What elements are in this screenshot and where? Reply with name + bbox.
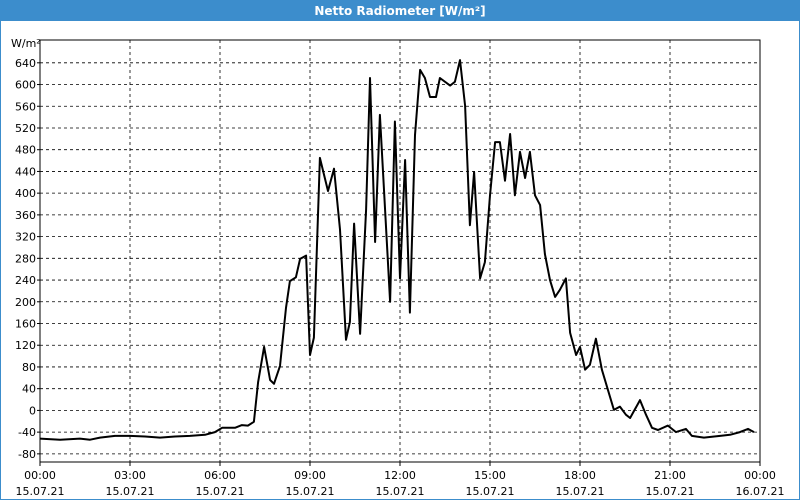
- x-tick-date: 15.07.21: [466, 485, 515, 498]
- y-tick-label: 40: [22, 383, 36, 396]
- x-tick-label: 00:00: [744, 469, 776, 482]
- title-bar: Netto Radiometer [W/m²]: [1, 1, 799, 21]
- y-tick-label: -80: [18, 448, 36, 461]
- x-tick-date: 15.07.21: [286, 485, 335, 498]
- x-tick-date: 15.07.21: [646, 485, 695, 498]
- y-tick-label: 0: [29, 404, 36, 417]
- x-tick-date: 15.07.21: [16, 485, 65, 498]
- y-tick-label: 440: [15, 165, 36, 178]
- x-tick-label: 09:00: [294, 469, 326, 482]
- y-tick-label: 360: [15, 209, 36, 222]
- x-tick-date: 15.07.21: [196, 485, 245, 498]
- y-tick-label: 80: [22, 361, 36, 374]
- x-tick-date: 15.07.21: [376, 485, 425, 498]
- y-tick-label: 560: [15, 100, 36, 113]
- y-tick-label: 320: [15, 231, 36, 244]
- x-tick-date: 15.07.21: [556, 485, 605, 498]
- x-tick-label: 18:00: [564, 469, 596, 482]
- y-tick-label: 480: [15, 144, 36, 157]
- y-tick-label: 280: [15, 252, 36, 265]
- data-line: [39, 59, 755, 441]
- y-tick-label: 240: [15, 274, 36, 287]
- y-tick-label: 160: [15, 318, 36, 331]
- y-tick-label: 200: [15, 296, 36, 309]
- x-tick-label: 12:00: [384, 469, 416, 482]
- chart: W/m² -80 -40 0 40 80 120 160 200 240 280 320 360 400…: [11, 37, 785, 498]
- x-tick-label: 03:00: [114, 469, 146, 482]
- y-tick-label: 600: [15, 79, 36, 92]
- y-axis-label: W/m²: [11, 37, 41, 50]
- x-tick-date: 15.07.21: [106, 485, 155, 498]
- y-tick-label: -40: [18, 426, 36, 439]
- y-tick-label: 120: [15, 339, 36, 352]
- x-tick-label: 15:00: [474, 469, 506, 482]
- y-tick-label: 640: [15, 57, 36, 70]
- x-tick-label: 06:00: [204, 469, 236, 482]
- x-tick-date: 16.07.21: [736, 485, 785, 498]
- y-tick-label: 400: [15, 187, 36, 200]
- y-tick-label: 520: [15, 122, 36, 135]
- x-tick-label: 00:00: [24, 469, 56, 482]
- x-tick-label: 21:00: [654, 469, 686, 482]
